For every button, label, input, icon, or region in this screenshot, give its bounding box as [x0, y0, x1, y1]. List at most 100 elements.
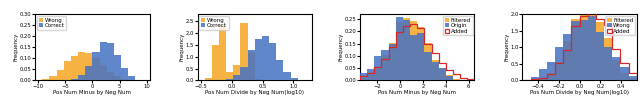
Bar	[64, 61, 71, 80]
Bar	[57, 70, 64, 80]
Bar	[396, 22, 403, 80]
Y-axis label: Frequency: Frequency	[13, 33, 19, 61]
Bar	[555, 61, 563, 80]
Bar	[563, 34, 572, 80]
Bar	[241, 67, 248, 80]
Bar	[49, 76, 57, 80]
Bar	[107, 72, 114, 80]
Y-axis label: Frequency: Frequency	[339, 33, 344, 61]
Bar	[388, 44, 396, 80]
X-axis label: Pos Num Minus by Neg Num: Pos Num Minus by Neg Num	[53, 90, 131, 95]
Bar	[42, 79, 49, 80]
Bar	[234, 65, 241, 80]
Legend: Wrong, Correct: Wrong, Correct	[37, 16, 66, 30]
Bar	[596, 32, 604, 80]
Bar	[446, 76, 453, 80]
Y-axis label: Frequency: Frequency	[504, 33, 509, 61]
Bar	[107, 43, 114, 80]
Bar	[588, 16, 596, 80]
Bar	[588, 0, 596, 80]
Bar	[276, 60, 284, 80]
Bar	[572, 19, 580, 80]
Legend: Wrong, Correct: Wrong, Correct	[199, 16, 228, 30]
Bar	[128, 76, 135, 80]
Bar	[572, 21, 580, 80]
Bar	[381, 50, 388, 80]
Bar	[92, 51, 100, 80]
Bar	[424, 52, 431, 80]
Bar	[612, 60, 620, 80]
Legend: Filtered, Wrong, Added: Filtered, Wrong, Added	[605, 16, 635, 35]
Bar	[539, 69, 547, 80]
Bar	[580, 20, 588, 80]
Bar	[612, 57, 620, 80]
Bar	[114, 76, 121, 80]
Bar	[596, 22, 604, 80]
Bar	[539, 78, 547, 80]
Bar	[219, 25, 226, 80]
Bar	[234, 75, 241, 80]
Bar	[604, 47, 612, 80]
Bar	[446, 75, 453, 80]
X-axis label: Pos Num Divide by Neg Num(log10): Pos Num Divide by Neg Num(log10)	[205, 90, 304, 95]
Bar	[78, 52, 85, 80]
Bar	[417, 27, 424, 80]
Bar	[71, 79, 78, 80]
Bar	[248, 50, 255, 80]
Bar	[628, 78, 637, 80]
Bar	[374, 68, 381, 80]
Bar	[85, 53, 92, 80]
Bar	[381, 55, 388, 80]
Bar	[531, 77, 539, 80]
Legend: Filtered, Origin, Added: Filtered, Origin, Added	[443, 16, 473, 35]
Bar	[424, 43, 431, 80]
Bar	[620, 73, 628, 80]
Bar	[410, 21, 417, 80]
Bar	[396, 17, 403, 80]
Bar	[403, 20, 410, 80]
X-axis label: Pos Num Minus by Neg Num: Pos Num Minus by Neg Num	[378, 90, 456, 95]
Bar	[417, 33, 424, 80]
Bar	[255, 39, 262, 80]
Bar	[248, 52, 255, 80]
Bar	[431, 60, 438, 80]
Bar	[205, 78, 212, 80]
Bar	[241, 23, 248, 80]
Bar	[547, 73, 555, 80]
Bar	[78, 75, 85, 80]
Bar	[291, 78, 298, 80]
Bar	[92, 58, 100, 80]
Bar	[604, 38, 612, 80]
Bar	[367, 69, 374, 80]
Bar	[100, 65, 107, 80]
Bar	[580, 4, 588, 80]
Bar	[85, 66, 92, 80]
Bar	[431, 62, 438, 80]
Bar	[360, 73, 367, 80]
Bar	[410, 35, 417, 80]
Bar	[531, 79, 539, 80]
Y-axis label: Frequency: Frequency	[179, 33, 184, 61]
Bar	[374, 56, 381, 80]
Bar	[438, 68, 446, 80]
Bar	[620, 67, 628, 80]
Bar	[547, 62, 555, 80]
Bar	[555, 47, 563, 80]
Bar	[453, 79, 460, 80]
Bar	[114, 55, 121, 80]
Bar	[284, 72, 291, 80]
Bar	[388, 43, 396, 80]
Bar	[71, 56, 78, 80]
Bar	[255, 79, 262, 80]
Bar	[212, 45, 219, 80]
Bar	[226, 79, 234, 80]
Bar	[269, 43, 276, 80]
Bar	[121, 68, 128, 80]
Bar	[438, 69, 446, 80]
Bar	[628, 76, 637, 80]
Bar	[121, 79, 128, 80]
Bar	[563, 41, 572, 80]
Bar	[360, 78, 367, 80]
Bar	[367, 75, 374, 80]
Bar	[262, 36, 269, 80]
